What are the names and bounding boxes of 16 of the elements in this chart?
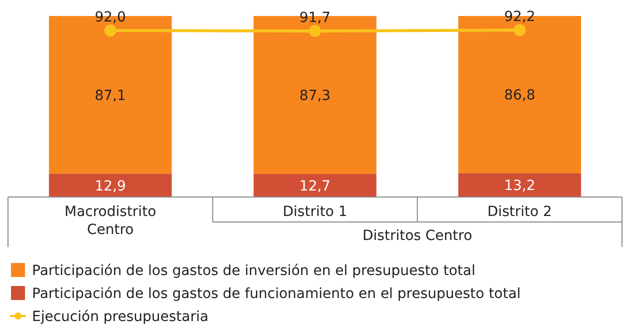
data-label: 12,7 — [299, 178, 331, 195]
x-tick-label: Distrito 2 — [487, 204, 552, 220]
data-label: 13,2 — [504, 178, 536, 194]
x-tick-label: Macrodistrito Centro — [64, 204, 156, 238]
legend-label: Ejecución presupuestaria — [32, 309, 208, 325]
data-label: 86,8 — [504, 88, 536, 104]
data-label: 87,1 — [94, 88, 126, 104]
legend-label: Participación de los gastos de inversión en el presupuesto total — [32, 263, 476, 279]
x-tick-label: Distrito 1 — [282, 204, 348, 220]
data-label: 87,3 — [299, 88, 331, 104]
bar — [458, 173, 582, 197]
text: Distritos Centro — [362, 228, 472, 244]
bar — [48, 174, 172, 197]
data-label: 12,9 — [94, 178, 126, 194]
legend-label: Participación de los gastos de funcionamiento en el presupuesto total — [32, 286, 521, 302]
bar — [254, 174, 376, 197]
